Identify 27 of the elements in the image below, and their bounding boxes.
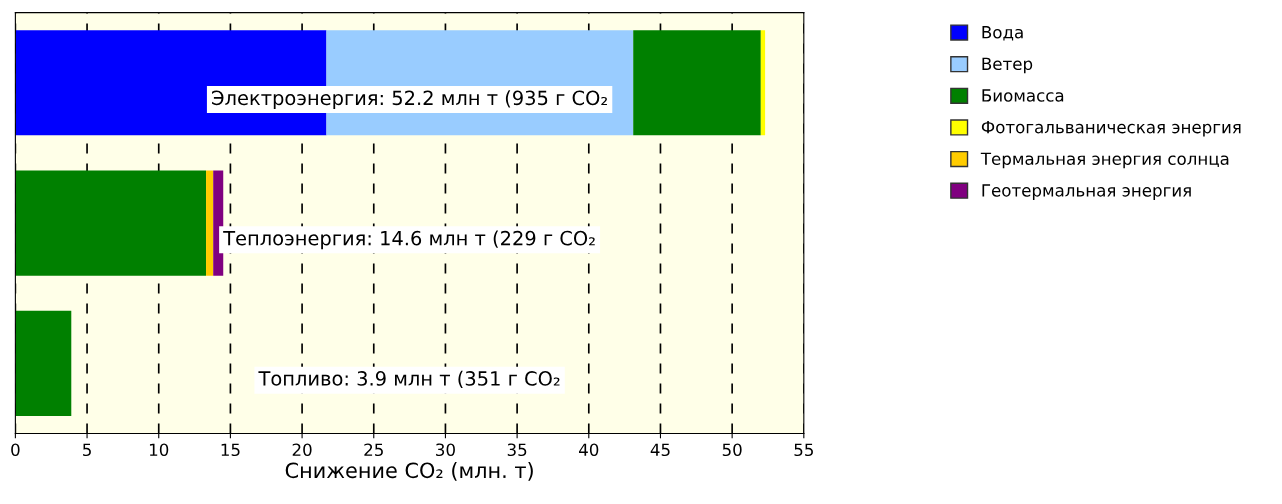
x-axis-title: Снижение CO₂ (млн. т): [285, 462, 533, 481]
x-tick-label: 55: [794, 443, 813, 457]
bar: [760, 30, 766, 136]
x-tick-label: 35: [507, 443, 527, 457]
x-tick-label: 0: [11, 443, 20, 457]
annotation: Топливо: 3.9 млн т (351 г CO₂: [258, 370, 560, 389]
legend-label: Биомасса: [982, 89, 1064, 102]
x-tick-label: 30: [436, 443, 455, 457]
x-tick-label: 15: [221, 443, 240, 457]
x-tick-label: 50: [722, 443, 742, 457]
bar: [15, 310, 72, 416]
x-tick-label: 40: [579, 443, 599, 457]
annotation: Электроэнергия: 52.2 млн т (935 г CO₂: [212, 90, 607, 109]
legend-label: Вода: [982, 26, 1023, 41]
annotation: Теплоэнергия: 14.6 млн т (229 г CO₂: [223, 230, 595, 250]
legend-label: Ветер: [982, 57, 1033, 74]
x-tick-label: 20: [292, 443, 312, 457]
x-tick-label: 5: [83, 443, 91, 457]
x-tick-label: 10: [149, 443, 169, 457]
x-tick-label: 25: [364, 443, 383, 457]
legend-label: Геотермальная энергия: [982, 184, 1191, 200]
bar: [633, 30, 761, 136]
bar: [206, 170, 214, 276]
bar: [15, 170, 207, 276]
legend-label: Термальная энергия солнца: [980, 152, 1229, 169]
x-tick-label: 45: [650, 443, 670, 457]
legend-label: Фотогальваническая энергия: [981, 120, 1241, 137]
